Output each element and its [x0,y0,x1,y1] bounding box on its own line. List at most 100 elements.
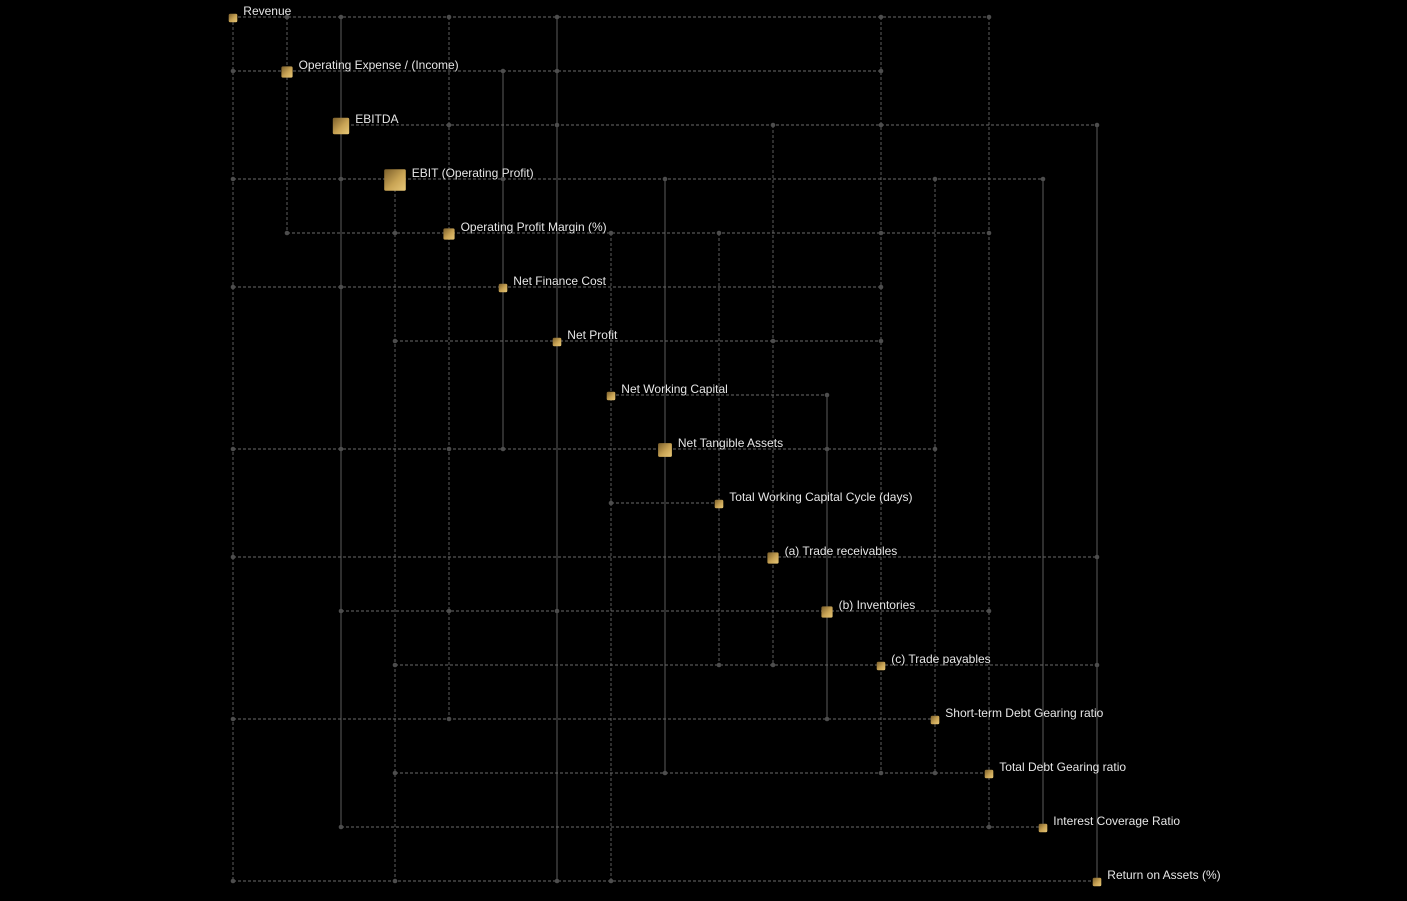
junction-dot [716,662,722,668]
node-revenue[interactable]: Revenue [228,4,292,23]
node-label: Total Working Capital Cycle (days) [729,490,912,504]
node-square[interactable] [714,499,724,509]
node-square[interactable] [606,391,616,401]
junction-dot [446,14,452,20]
node-label: Net Working Capital [621,382,728,396]
junction-dot [608,500,614,506]
node-ebitda[interactable]: EBITDA [332,112,399,135]
node-square[interactable] [498,283,508,293]
node-label: EBIT (Operating Profit) [412,166,534,180]
junction-dot [1094,662,1100,668]
junction-dot [662,176,668,182]
junction-dot [932,176,938,182]
node-label: Operating Profit Margin (%) [461,220,607,234]
junction-dot [770,338,776,344]
node-square[interactable] [821,606,833,618]
junction-dot [878,122,884,128]
node-interest-coverage[interactable]: Interest Coverage Ratio [1038,814,1181,833]
junction-dot [824,716,830,722]
junction-dot [878,284,884,290]
junction-dot [554,608,560,614]
junction-dot [554,68,560,74]
junction-dot [878,230,884,236]
junction-dot [878,338,884,344]
node-inventories[interactable]: (b) Inventories [821,598,915,618]
node-net-tangible-assets[interactable]: Net Tangible Assets [658,436,783,457]
node-operating-profit-margin[interactable]: Operating Profit Margin (%) [443,220,607,240]
node-label: Net Finance Cost [513,274,606,288]
junction-dot [230,554,236,560]
node-net-finance-cost[interactable]: Net Finance Cost [498,274,607,293]
junction-dot [770,122,776,128]
node-square[interactable] [552,337,562,347]
node-label: Net Tangible Assets [678,436,783,450]
node-square[interactable] [1092,877,1102,887]
node-label: Return on Assets (%) [1107,868,1220,882]
junction-dot [446,608,452,614]
node-square[interactable] [1038,823,1048,833]
node-net-working-capital[interactable]: Net Working Capital [606,382,728,401]
junction-dot [878,14,884,20]
junction-dot [392,878,398,884]
node-operating-expense[interactable]: Operating Expense / (Income) [281,58,459,78]
node-square[interactable] [658,443,672,457]
junction-dot [608,230,614,236]
junction-dot [932,770,938,776]
junction-dot [986,824,992,830]
junction-dot [338,608,344,614]
junction-dot [230,716,236,722]
junction-dot [986,230,992,236]
node-label: (c) Trade payables [891,652,990,666]
node-ebit[interactable]: EBIT (Operating Profit) [384,166,534,191]
junction-dot [1040,176,1046,182]
node-label: EBITDA [355,112,398,126]
node-label: Revenue [243,4,291,18]
node-net-profit[interactable]: Net Profit [552,328,618,347]
node-square[interactable] [767,552,779,564]
junction-dot [878,68,884,74]
node-square[interactable] [984,769,994,779]
junction-dot [392,770,398,776]
junction-dot [986,608,992,614]
junction-dot [392,338,398,344]
node-square[interactable] [228,13,238,23]
junction-dot [608,878,614,884]
junction-dot [500,176,506,182]
node-label: Interest Coverage Ratio [1053,814,1180,828]
junction-dot [230,68,236,74]
node-square[interactable] [384,169,406,191]
junction-dot [554,14,560,20]
junction-dot [1094,122,1100,128]
node-square[interactable] [281,66,293,78]
junction-dot [500,68,506,74]
node-total-debt-gearing[interactable]: Total Debt Gearing ratio [984,760,1127,779]
junction-dot [392,230,398,236]
junction-dot [446,122,452,128]
node-square[interactable] [443,228,455,240]
node-trade-payables[interactable]: (c) Trade payables [876,652,991,671]
junction-dot [230,446,236,452]
node-square[interactable] [930,715,940,725]
junction-dot [338,284,344,290]
node-label: (a) Trade receivables [785,544,898,558]
junction-dot [446,446,452,452]
node-square[interactable] [332,117,350,135]
junction-dot [716,230,722,236]
junction-dot [230,878,236,884]
junction-dot [446,716,452,722]
node-short-term-debt-gearing[interactable]: Short-term Debt Gearing ratio [930,706,1104,725]
node-label: Total Debt Gearing ratio [999,760,1126,774]
junction-dot [338,824,344,830]
junction-dot [338,446,344,452]
node-total-working-capital-cycle[interactable]: Total Working Capital Cycle (days) [714,490,913,509]
node-return-on-assets[interactable]: Return on Assets (%) [1092,868,1221,887]
junction-dot [824,446,830,452]
node-label: Short-term Debt Gearing ratio [945,706,1103,720]
junction-dot [554,878,560,884]
node-label: (b) Inventories [839,598,916,612]
junction-dot [392,662,398,668]
node-trade-receivables[interactable]: (a) Trade receivables [767,544,897,564]
node-square[interactable] [876,661,886,671]
junction-dot [230,176,236,182]
